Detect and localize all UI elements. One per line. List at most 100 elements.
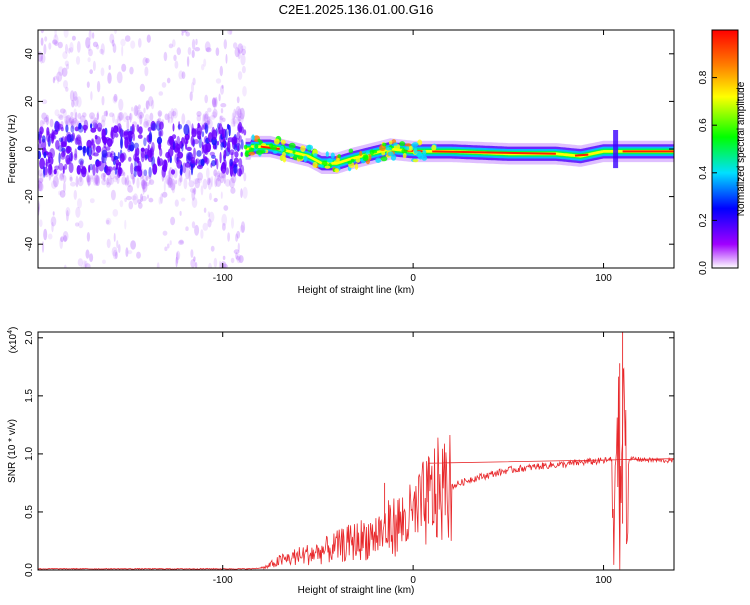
heatmap-ridge-cell <box>431 144 437 151</box>
heatmap-noise-cell <box>80 167 87 175</box>
heatmap-noise-cell <box>59 190 66 198</box>
heatmap-noise-cell <box>204 111 209 120</box>
heatmap-noise-cell <box>89 198 95 204</box>
heatmap-noise-cell <box>76 96 82 108</box>
heatmap-noise-cell <box>236 131 241 140</box>
heatmap-noise-cell <box>236 255 240 261</box>
snr-frame <box>37 331 675 571</box>
heatmap-noise-cell <box>149 112 154 122</box>
heatmap-noise-cell <box>60 236 64 243</box>
heatmap-noise-cell <box>58 66 64 76</box>
heatmap-noise-cell <box>193 187 197 195</box>
heatmap-noise-cell <box>89 69 93 75</box>
heatmap-noise-cell <box>173 54 177 61</box>
heatmap-noise-cell <box>85 249 90 259</box>
heatmap-noise-cell <box>134 157 140 162</box>
heatmap-noise-cell <box>74 112 78 120</box>
heatmap-noise-cell <box>82 260 86 268</box>
heatmap-noise-cell <box>69 90 75 102</box>
snr-ticks: -100 0 100 0.0 0.5 1.0 1.5 2.0 <box>24 330 674 586</box>
heatmap-noise-cell <box>75 56 81 65</box>
heatmap-noise-cell <box>223 138 226 149</box>
heatmap-noise-cell <box>189 187 196 193</box>
heatmap-noise-cell <box>234 151 239 158</box>
heatmap-noise-cell <box>80 115 86 123</box>
heatmap-noise-cell <box>129 66 134 75</box>
snr-ytick-label: 0.0 <box>24 563 35 577</box>
heatmap-noise-cell <box>134 148 138 160</box>
heatmap-ridge-cell <box>412 142 419 147</box>
heatmap-noise-cell <box>173 140 179 152</box>
heatmap-noise-cell <box>96 80 101 93</box>
heatmap-noise-cell <box>95 136 101 145</box>
heatmap-noise-cell <box>210 245 215 252</box>
heatmap-noise-cell <box>167 112 170 123</box>
heatmap-noise-cell <box>148 174 152 179</box>
heatmap-noise-cell <box>169 178 176 191</box>
heatmap-noise-cell <box>79 160 84 168</box>
heatmap-noise-cell <box>103 141 107 149</box>
heatmap-noise-cell <box>242 86 247 97</box>
heatmap-noise-cell <box>140 180 146 187</box>
heatmap-noise-cell <box>142 180 148 193</box>
heatmap-ridge-cell <box>272 150 278 154</box>
snr-ytick-label: 1.5 <box>24 388 35 402</box>
heatmap-noise-cell <box>58 190 62 196</box>
heatmap-noise-cell <box>171 110 177 117</box>
heatmap-noise-cell <box>222 255 226 260</box>
heatmap-noise-cell <box>59 108 66 114</box>
heatmap-noise-cell <box>200 185 204 196</box>
heatmap-noise-cell <box>87 57 91 63</box>
heatmap-noise-cell <box>104 161 107 167</box>
heatmap-noise-cell <box>168 43 174 49</box>
heatmap-noise-cell <box>213 98 216 110</box>
heatmap-noise-cell <box>218 172 225 179</box>
heatmap-noise-cell <box>41 112 47 120</box>
heatmap-noise-cell <box>138 126 143 135</box>
heatmap-ridge-cell <box>380 156 388 162</box>
heatmap-noise-cell <box>101 114 106 123</box>
heatmap-noise-cell <box>198 136 202 149</box>
heatmap-noise-cell <box>112 113 116 124</box>
heatmap-noise-cell <box>90 123 93 129</box>
heatmap-noise-cell <box>91 32 95 39</box>
heatmap-noise-cell <box>43 151 47 159</box>
heatmap-noise-cell <box>88 164 91 173</box>
heatmap-noise-cell <box>61 67 68 77</box>
heatmap-noise-cell <box>194 224 200 236</box>
heatmap-noise-cell <box>218 93 221 102</box>
heatmap-noise-cell <box>241 65 246 74</box>
heatmap-ridge-cell <box>324 165 331 169</box>
heatmap-noise-cell <box>151 142 155 153</box>
heatmap-noise-cell <box>164 113 169 121</box>
heatmap-noise-cell <box>236 230 241 239</box>
spectrogram-ytick-label: -20 <box>24 189 35 204</box>
heatmap-noise-cell <box>141 195 147 202</box>
heatmap-noise-cell <box>207 107 212 113</box>
heatmap-noise-cell <box>168 177 173 188</box>
heatmap-noise-cell <box>237 49 241 60</box>
heatmap-noise-cell <box>145 175 149 181</box>
heatmap-noise-cell <box>51 221 54 233</box>
heatmap-noise-cell <box>225 167 229 176</box>
heatmap-noise-cell <box>74 126 79 132</box>
heatmap-noise-cell <box>41 99 48 105</box>
heatmap-noise-cell <box>53 75 57 81</box>
heatmap-noise-cell <box>219 151 222 164</box>
heatmap-ridge-cell <box>405 143 412 147</box>
heatmap-noise-cell <box>181 197 186 202</box>
heatmap-noise-cell <box>49 156 54 165</box>
heatmap-noise-cell <box>186 152 192 160</box>
heatmap-noise-cell <box>68 47 71 54</box>
heatmap-noise-cell <box>63 115 70 125</box>
heatmap-noise-cell <box>109 153 113 158</box>
heatmap-noise-cell <box>166 176 173 186</box>
heatmap-noise-cell <box>170 114 174 124</box>
heatmap-ridge-cell <box>243 144 248 150</box>
heatmap-peak-segment <box>432 150 556 155</box>
heatmap-noise-cell <box>206 177 211 186</box>
heatmap-ridge-cell <box>393 142 398 146</box>
heatmap-noise-cell <box>187 152 194 162</box>
heatmap-noise-cell <box>38 169 43 177</box>
spectrogram-ylabel: Frequency (Hz) <box>7 115 18 184</box>
